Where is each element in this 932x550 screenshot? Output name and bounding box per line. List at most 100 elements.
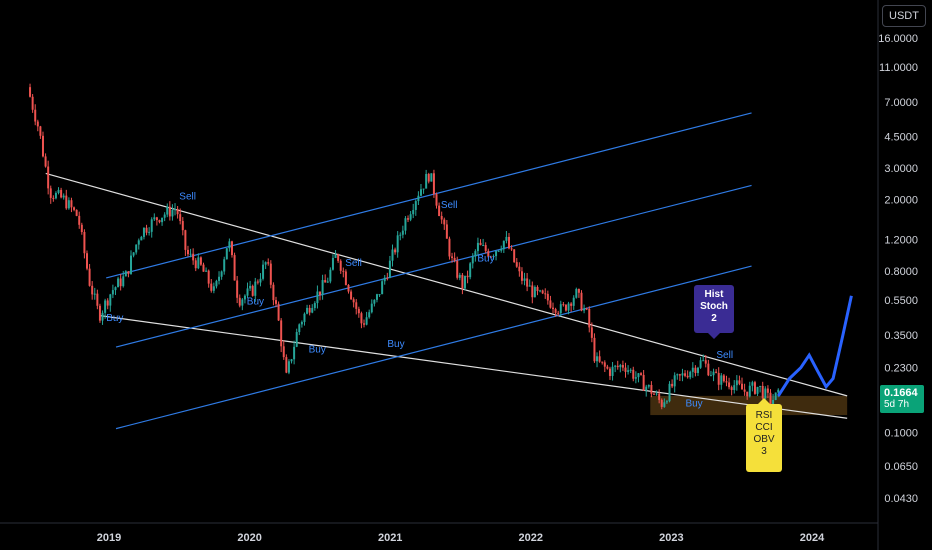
candle xyxy=(567,303,570,311)
candle xyxy=(608,368,611,376)
candle xyxy=(205,270,208,272)
price-axis[interactable]: 16.0000 11.0000 7.0000 4.5000 3.0000 2.0000 1.… xyxy=(878,33,918,505)
candle xyxy=(453,257,456,261)
candle xyxy=(432,173,435,195)
candle xyxy=(70,200,73,208)
candle xyxy=(60,189,63,198)
candle xyxy=(660,399,663,407)
channel-mid-line xyxy=(115,184,752,348)
candle xyxy=(720,375,723,385)
candle xyxy=(331,257,334,270)
candle xyxy=(497,250,500,252)
candle xyxy=(54,192,57,199)
price-tick-label: 16.0000 xyxy=(878,33,918,45)
candle xyxy=(287,361,290,373)
candle xyxy=(673,375,676,387)
candle xyxy=(409,214,412,220)
candle xyxy=(445,224,448,239)
candle xyxy=(647,384,650,387)
candle xyxy=(223,259,226,272)
candle xyxy=(552,307,555,310)
price-tick-label: 0.2300 xyxy=(884,363,918,375)
rsi-label: RSI xyxy=(755,410,773,421)
time-axis[interactable]: Jun201920202021202220232024 xyxy=(0,532,825,544)
channel-lower-line xyxy=(115,265,752,430)
bar-countdown: 5d 7h xyxy=(884,399,910,410)
candle xyxy=(624,367,627,372)
candle xyxy=(735,380,738,386)
candle xyxy=(220,271,223,277)
candle xyxy=(298,324,301,333)
candle xyxy=(119,278,122,287)
candle xyxy=(269,263,272,285)
candle xyxy=(419,189,422,196)
candle xyxy=(634,377,637,379)
candle xyxy=(80,224,83,233)
candle xyxy=(238,297,241,306)
candle xyxy=(101,312,104,321)
candle xyxy=(93,293,96,295)
candle xyxy=(163,214,166,218)
candle xyxy=(106,300,109,306)
channel-upper-line xyxy=(106,112,752,279)
candle xyxy=(502,240,505,250)
candle xyxy=(49,188,52,198)
candle xyxy=(383,277,386,282)
candle xyxy=(456,260,459,278)
candle xyxy=(515,262,518,267)
candle xyxy=(681,373,684,376)
candle xyxy=(448,238,451,257)
candle xyxy=(621,365,624,368)
candle xyxy=(549,300,552,308)
candle xyxy=(145,227,148,233)
time-tick-label: 2019 xyxy=(97,532,121,544)
candle xyxy=(215,280,218,287)
candle xyxy=(236,280,239,298)
price-tick-label: 2.0000 xyxy=(884,195,918,207)
candle xyxy=(350,291,353,300)
candle xyxy=(293,346,296,360)
candle xyxy=(230,241,233,256)
candle xyxy=(596,356,599,362)
candle xyxy=(326,281,329,283)
price-tick-label: 3.0000 xyxy=(884,163,918,175)
candle xyxy=(513,249,516,263)
candle xyxy=(329,269,332,282)
candle xyxy=(632,369,635,379)
candle xyxy=(399,234,402,236)
candle xyxy=(461,274,464,289)
candle xyxy=(404,218,407,231)
candle xyxy=(168,206,171,217)
candle xyxy=(352,299,355,303)
candle xyxy=(378,294,381,296)
candle xyxy=(443,219,446,225)
candle xyxy=(381,281,384,295)
candle xyxy=(417,195,420,202)
signal-buy-label: Buy xyxy=(247,296,264,307)
candle xyxy=(645,386,648,391)
price-tick-label: 0.3500 xyxy=(884,330,918,342)
candle xyxy=(575,288,578,298)
currency-selector-button[interactable]: USDT xyxy=(882,5,926,27)
candle xyxy=(357,308,360,314)
hist-label: Hist xyxy=(704,289,724,300)
candle xyxy=(435,194,438,206)
candle xyxy=(733,385,736,391)
candle xyxy=(603,362,606,367)
candle xyxy=(88,268,91,286)
candle xyxy=(425,173,428,189)
candle xyxy=(629,369,632,371)
candle xyxy=(663,402,666,407)
candle xyxy=(407,218,410,220)
candle xyxy=(658,393,661,400)
candle xyxy=(277,303,280,321)
candle xyxy=(482,245,485,247)
time-tick-label: 2021 xyxy=(378,532,402,544)
candle xyxy=(117,278,120,288)
candle xyxy=(508,236,511,249)
candle xyxy=(285,357,288,373)
candle xyxy=(161,217,164,223)
candle xyxy=(241,299,244,306)
price-tick-label: 0.5500 xyxy=(884,295,918,307)
